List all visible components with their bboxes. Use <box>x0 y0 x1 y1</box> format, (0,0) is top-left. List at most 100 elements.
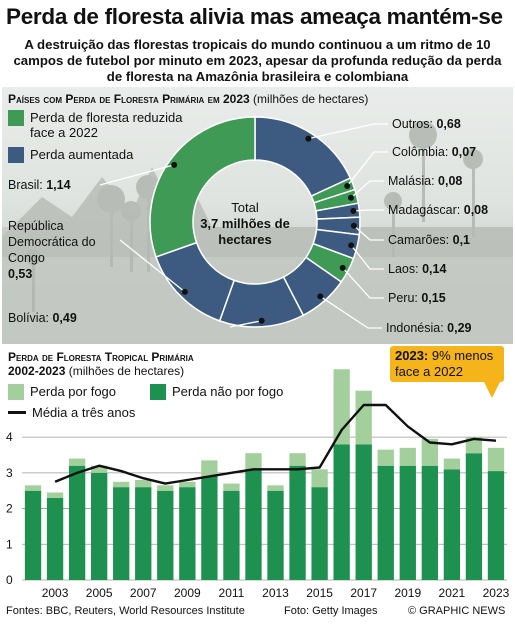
bar-nonfire-2019 <box>399 465 416 580</box>
bar-nonfire-2008 <box>157 490 174 580</box>
donut-leader-5 <box>350 245 384 270</box>
donut-center-value: 3,7 milhões de hectares <box>200 216 290 247</box>
label-colombia-name: Colômbia <box>392 145 445 159</box>
x-tick-label-2015: 2015 <box>306 586 333 600</box>
donut-leader-dot-6 <box>339 264 346 271</box>
donut-leader-9 <box>119 239 186 293</box>
x-tick-label-2021: 2021 <box>439 586 466 600</box>
donut-leader-dot-3 <box>350 207 357 214</box>
bar-fire-2005 <box>91 465 108 473</box>
label-bolivia-value: 0,49 <box>52 311 77 325</box>
bar-nonfire-2011 <box>223 490 240 580</box>
label-madagascar-value: 0,08 <box>463 203 489 217</box>
donut-leader-2 <box>350 180 384 199</box>
callout-text: 9% menos face a 2022 <box>395 348 494 379</box>
label-laos: Laos: 0,14 <box>388 262 447 276</box>
bar-fire-2020 <box>421 438 438 466</box>
bar-nonfire-2020 <box>421 465 438 580</box>
footer-credit: © GRAPHIC NEWS <box>408 605 506 617</box>
label-camaroes-value: 0,1 <box>452 233 471 247</box>
bar-fire-2017 <box>355 390 372 445</box>
legend-increased-swatch <box>8 147 24 163</box>
footer-photo: Foto: Getty Images <box>284 605 378 617</box>
bar-nonfire-2003 <box>46 497 64 580</box>
x-tick-label-2023: 2023 <box>483 586 510 600</box>
donut-slice-10 <box>149 116 256 258</box>
bar-fire-2018 <box>377 449 394 466</box>
x-tick-label-2003: 2003 <box>42 586 69 600</box>
bar-nonfire-2015 <box>311 487 328 580</box>
label-indonesia-value: 0,29 <box>447 321 472 335</box>
bar-fire-2007 <box>135 480 152 488</box>
y-tick-label-0: 0 <box>6 573 13 587</box>
bar-nonfire-2014 <box>289 465 306 580</box>
label-brasil-value: 1,14 <box>46 178 71 192</box>
donut-leader-dot-2 <box>347 194 354 201</box>
label-brasil-name: Brasil <box>8 178 40 192</box>
legend-nonfire-label: Perda não por fogo <box>172 384 284 399</box>
legend-avg-label: Média a três anos <box>32 405 136 420</box>
bar-nonfire-2006 <box>113 487 130 580</box>
bar-nonfire-2012 <box>245 469 262 580</box>
bar-nonfire-2010 <box>201 476 218 580</box>
bar-fire-2010 <box>201 460 218 477</box>
legend-nonfire-swatch <box>150 384 166 400</box>
x-tick-label-2013: 2013 <box>262 586 289 600</box>
donut-leader-10 <box>99 164 175 186</box>
bar-nonfire-2004 <box>68 465 86 580</box>
label-outros-value: 0,68 <box>436 117 461 131</box>
bar-heading-line1: Perda de Floresta Tropical Primária <box>8 350 194 364</box>
label-madagascar-name: Madagáscar <box>388 203 457 217</box>
x-tick-label-2007: 2007 <box>130 586 157 600</box>
donut-center: Total 3,7 milhões de hectares <box>190 200 300 248</box>
bar-fire-2015 <box>311 469 328 488</box>
donut-heading-unit: (milhões de hectares) <box>253 92 369 106</box>
callout-bold: 2023: <box>395 348 429 363</box>
donut-leader-6 <box>342 267 384 299</box>
x-tick-label-2005: 2005 <box>86 586 113 600</box>
label-camaroes-name: Camarões <box>388 233 446 247</box>
label-colombia: Colômbia: 0,07 <box>392 145 477 159</box>
bar-fire-2019 <box>399 447 416 466</box>
donut-leader-dot-7 <box>317 293 324 300</box>
x-tick-label-2009: 2009 <box>174 586 201 600</box>
bar-fire-2022 <box>465 437 483 454</box>
donut-center-label: Total <box>231 200 259 215</box>
legend-avg-swatch <box>8 411 26 414</box>
bar-nonfire-2013 <box>267 490 284 580</box>
label-rdc-name: República Democrática do Congo <box>8 219 96 265</box>
donut-heading-text: Países com Perda de Floresta Primária em… <box>8 92 250 106</box>
donut-leader-7 <box>319 295 382 329</box>
bar-nonfire-2009 <box>179 487 196 580</box>
donut-leader-dot-8 <box>258 317 265 324</box>
label-peru-name: Peru <box>388 291 415 305</box>
label-peru-value: 0,15 <box>421 291 446 305</box>
bar-fire-2002 <box>24 485 42 491</box>
footer-sources: Fontes: BBC, Reuters, World Resources In… <box>6 605 245 617</box>
x-tick-label-2017: 2017 <box>350 586 377 600</box>
donut-leader-dot-4 <box>350 222 357 229</box>
y-tick-label-1: 1 <box>6 537 13 551</box>
legend-fire-swatch <box>8 384 24 400</box>
bar-fire-2012 <box>245 453 262 470</box>
y-tick-label-2: 2 <box>6 502 13 516</box>
label-peru: Peru: 0,15 <box>388 291 446 305</box>
donut-leader-0 <box>308 123 388 140</box>
page-title: Perda de floresta alivia mas ameaça mant… <box>6 4 503 29</box>
bar-nonfire-2023 <box>487 471 505 580</box>
donut-leader-dot-5 <box>348 242 355 249</box>
bar-fire-2008 <box>157 485 174 491</box>
x-tick-label-2011: 2011 <box>219 586 245 600</box>
legend-reduced: Perda de floresta reduzida face a 2022 <box>8 110 208 140</box>
donut-leader-dot-1 <box>344 182 351 189</box>
donut-leader-4 <box>353 225 384 241</box>
legend-reduced-swatch <box>8 110 24 126</box>
label-rdc: República Democrática do Congo 0,53 <box>8 218 118 282</box>
callout-pointer <box>484 382 500 398</box>
label-malasia: Malásia: 0,08 <box>388 174 463 188</box>
bar-fire-2009 <box>179 481 196 488</box>
legend-increased: Perda aumentada <box>8 147 133 163</box>
bar-nonfire-2007 <box>135 487 152 580</box>
label-outros: Outros: 0,68 <box>392 117 461 131</box>
bar-fire-2011 <box>223 483 240 491</box>
